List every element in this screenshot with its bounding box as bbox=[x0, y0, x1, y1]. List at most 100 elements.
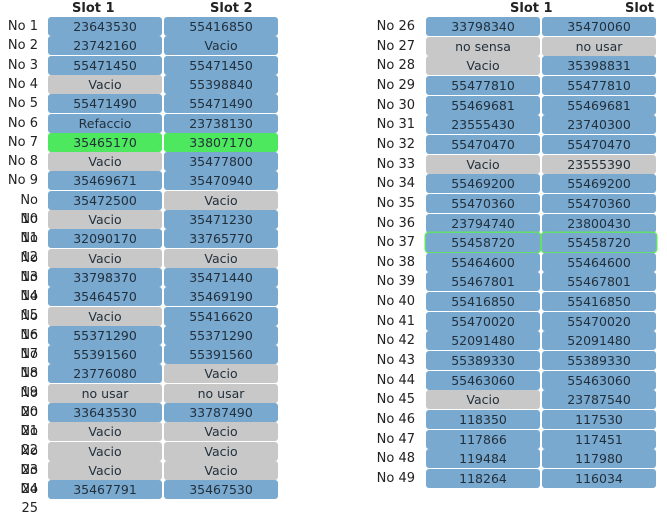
slot1-cell[interactable]: 23643530 bbox=[48, 17, 162, 36]
slot2-cell[interactable]: Vacio bbox=[164, 36, 278, 56]
slot1-cell[interactable]: Vacio bbox=[48, 74, 162, 94]
slot2-cell[interactable]: 35469190 bbox=[164, 287, 278, 307]
slot1-cell[interactable]: 33798370 bbox=[48, 267, 162, 287]
slot2-cell[interactable]: Vacio bbox=[164, 364, 278, 384]
slot2-cell[interactable]: 35470940 bbox=[164, 171, 278, 191]
slot2-cell[interactable]: no usar bbox=[542, 36, 656, 56]
slot1-cell[interactable]: 35472500 bbox=[48, 190, 162, 210]
slot1-cell[interactable]: 35464570 bbox=[48, 287, 162, 307]
slot1-cell[interactable]: Vacio bbox=[48, 248, 162, 268]
slot2-cell[interactable]: 117451 bbox=[542, 429, 656, 449]
slot1-cell[interactable]: 52091480 bbox=[426, 331, 540, 351]
row-label: No 43 bbox=[376, 353, 415, 369]
slot1-cell[interactable]: 35469671 bbox=[48, 171, 162, 191]
slot2-cell[interactable]: 52091480 bbox=[542, 331, 656, 351]
slot2-cell[interactable]: 55463060 bbox=[542, 370, 656, 390]
slot1-cell[interactable]: 35467791 bbox=[48, 480, 162, 500]
slot1-cell[interactable]: 119484 bbox=[426, 449, 540, 469]
slot1-cell[interactable]: 55471450 bbox=[48, 55, 162, 75]
slot1-cell[interactable]: 55470360 bbox=[426, 193, 540, 213]
slot1-cell[interactable]: 55391560 bbox=[48, 345, 162, 365]
slot2-cell[interactable]: 117980 bbox=[542, 449, 656, 469]
slot1-cell[interactable]: 23794740 bbox=[426, 213, 540, 233]
slot1-cell[interactable]: 55471490 bbox=[48, 94, 162, 114]
slot2-cell[interactable]: 35477800 bbox=[164, 152, 278, 172]
slot2-cell[interactable]: 55467801 bbox=[542, 272, 656, 292]
slot1-cell[interactable]: 55416850 bbox=[426, 292, 540, 312]
slot1-cell[interactable]: 118264 bbox=[426, 468, 540, 488]
slot1-cell[interactable]: Vacio bbox=[48, 460, 162, 480]
slot2-cell[interactable]: 23555390 bbox=[542, 154, 656, 174]
slot2-cell[interactable]: no usar bbox=[164, 383, 278, 403]
slot1-cell[interactable]: 117866 bbox=[426, 429, 540, 449]
slot1-cell[interactable]: 55469681 bbox=[426, 95, 540, 115]
slot1-cell[interactable]: 55463060 bbox=[426, 370, 540, 390]
slot1-cell[interactable]: 118350 bbox=[426, 410, 540, 429]
slot2-cell[interactable]: 35398831 bbox=[542, 56, 656, 76]
slot2-cell[interactable]: 55469681 bbox=[542, 95, 656, 115]
slot2-cell[interactable]: 55471450 bbox=[164, 55, 278, 75]
slot2-cell[interactable]: 55371290 bbox=[164, 325, 278, 345]
slot2-cell[interactable]: 35471230 bbox=[164, 210, 278, 229]
slot2-cell[interactable]: 23738130 bbox=[164, 113, 278, 133]
slot2-cell[interactable]: 55469200 bbox=[542, 174, 656, 194]
slot2-cell[interactable]: 55416620 bbox=[164, 306, 278, 326]
slot2-cell[interactable]: 55470020 bbox=[542, 311, 656, 331]
slot2-cell[interactable]: Vacio bbox=[164, 248, 278, 268]
slot1-cell[interactable]: 33798340 bbox=[426, 17, 540, 36]
slot1-cell[interactable]: 35465170 bbox=[48, 132, 162, 152]
slot2-cell[interactable]: Vacio bbox=[164, 460, 278, 480]
slot1-cell[interactable]: 55469200 bbox=[426, 174, 540, 194]
slot2-cell[interactable]: 55464600 bbox=[542, 252, 656, 272]
slot1-cell[interactable]: Vacio bbox=[48, 441, 162, 461]
slot1-cell[interactable]: 55470020 bbox=[426, 311, 540, 331]
slot1-cell[interactable]: Vacio bbox=[48, 422, 162, 442]
slot2-cell[interactable]: 55471490 bbox=[164, 94, 278, 114]
slot2-cell[interactable]: 55470360 bbox=[542, 193, 656, 213]
slot2-cell[interactable]: Vacio bbox=[164, 422, 278, 442]
slot1-cell[interactable]: no sensa bbox=[426, 36, 540, 56]
slot2-cell[interactable]: 55470470 bbox=[542, 134, 656, 154]
slot2-cell[interactable]: 55398840 bbox=[164, 74, 278, 94]
slot1-cell[interactable]: Refaccio bbox=[48, 113, 162, 133]
slot1-cell[interactable]: 23776080 bbox=[48, 364, 162, 384]
slot2-cell[interactable]: 55389330 bbox=[542, 351, 656, 371]
slot1-cell[interactable]: Vacio bbox=[48, 210, 162, 229]
slot1-cell[interactable]: Vacio bbox=[426, 390, 540, 410]
slot2-cell[interactable]: 33807170 bbox=[164, 132, 278, 152]
slot1-cell[interactable]: 55464600 bbox=[426, 252, 540, 272]
slot2-cell[interactable]: 35470060 bbox=[542, 17, 656, 36]
slot1-cell[interactable]: Vacio bbox=[48, 306, 162, 326]
slot2-cell[interactable]: 33787490 bbox=[164, 403, 278, 422]
slot2-cell[interactable]: 55477810 bbox=[542, 75, 656, 95]
slot2-cell[interactable]: 55391560 bbox=[164, 345, 278, 365]
slot1-cell[interactable]: 55467801 bbox=[426, 272, 540, 292]
slot2-cell[interactable]: 116034 bbox=[542, 468, 656, 488]
slot2-cell[interactable]: 55416850 bbox=[542, 292, 656, 312]
slot2-cell[interactable]: 55416850 bbox=[164, 17, 278, 36]
slot2-cell[interactable]: 55458720 bbox=[542, 233, 656, 253]
slot1-cell[interactable]: Vacio bbox=[426, 56, 540, 76]
slot2-cell[interactable]: 23787540 bbox=[542, 390, 656, 410]
slot1-cell[interactable]: 32090170 bbox=[48, 229, 162, 249]
slot2-cell[interactable]: Vacio bbox=[164, 190, 278, 210]
slot2-cell[interactable]: 23800430 bbox=[542, 213, 656, 233]
slot2-cell[interactable]: 23740300 bbox=[542, 115, 656, 135]
slot1-cell[interactable]: 33643530 bbox=[48, 403, 162, 422]
slot1-cell[interactable]: 23742160 bbox=[48, 36, 162, 56]
slot1-cell[interactable]: 23555430 bbox=[426, 115, 540, 135]
slot1-cell[interactable]: no usar bbox=[48, 383, 162, 403]
slot1-cell[interactable]: 55470470 bbox=[426, 134, 540, 154]
slot2-cell[interactable]: 33765770 bbox=[164, 229, 278, 249]
slot1-cell[interactable]: Vacio bbox=[48, 152, 162, 172]
slot1-cell[interactable]: 55389330 bbox=[426, 351, 540, 371]
slot1-cell[interactable]: 55477810 bbox=[426, 75, 540, 95]
slot1-cell[interactable]: 55458720 bbox=[426, 233, 540, 253]
slot2-cell[interactable]: 35471440 bbox=[164, 267, 278, 287]
slot1-cell[interactable]: 55371290 bbox=[48, 325, 162, 345]
slot1-cell[interactable]: Vacio bbox=[426, 154, 540, 174]
table-row: No 39 55467801 55467801 bbox=[373, 272, 667, 292]
slot2-cell[interactable]: 35467530 bbox=[164, 480, 278, 500]
slot2-cell[interactable]: 117530 bbox=[542, 410, 656, 429]
slot2-cell[interactable]: Vacio bbox=[164, 441, 278, 461]
